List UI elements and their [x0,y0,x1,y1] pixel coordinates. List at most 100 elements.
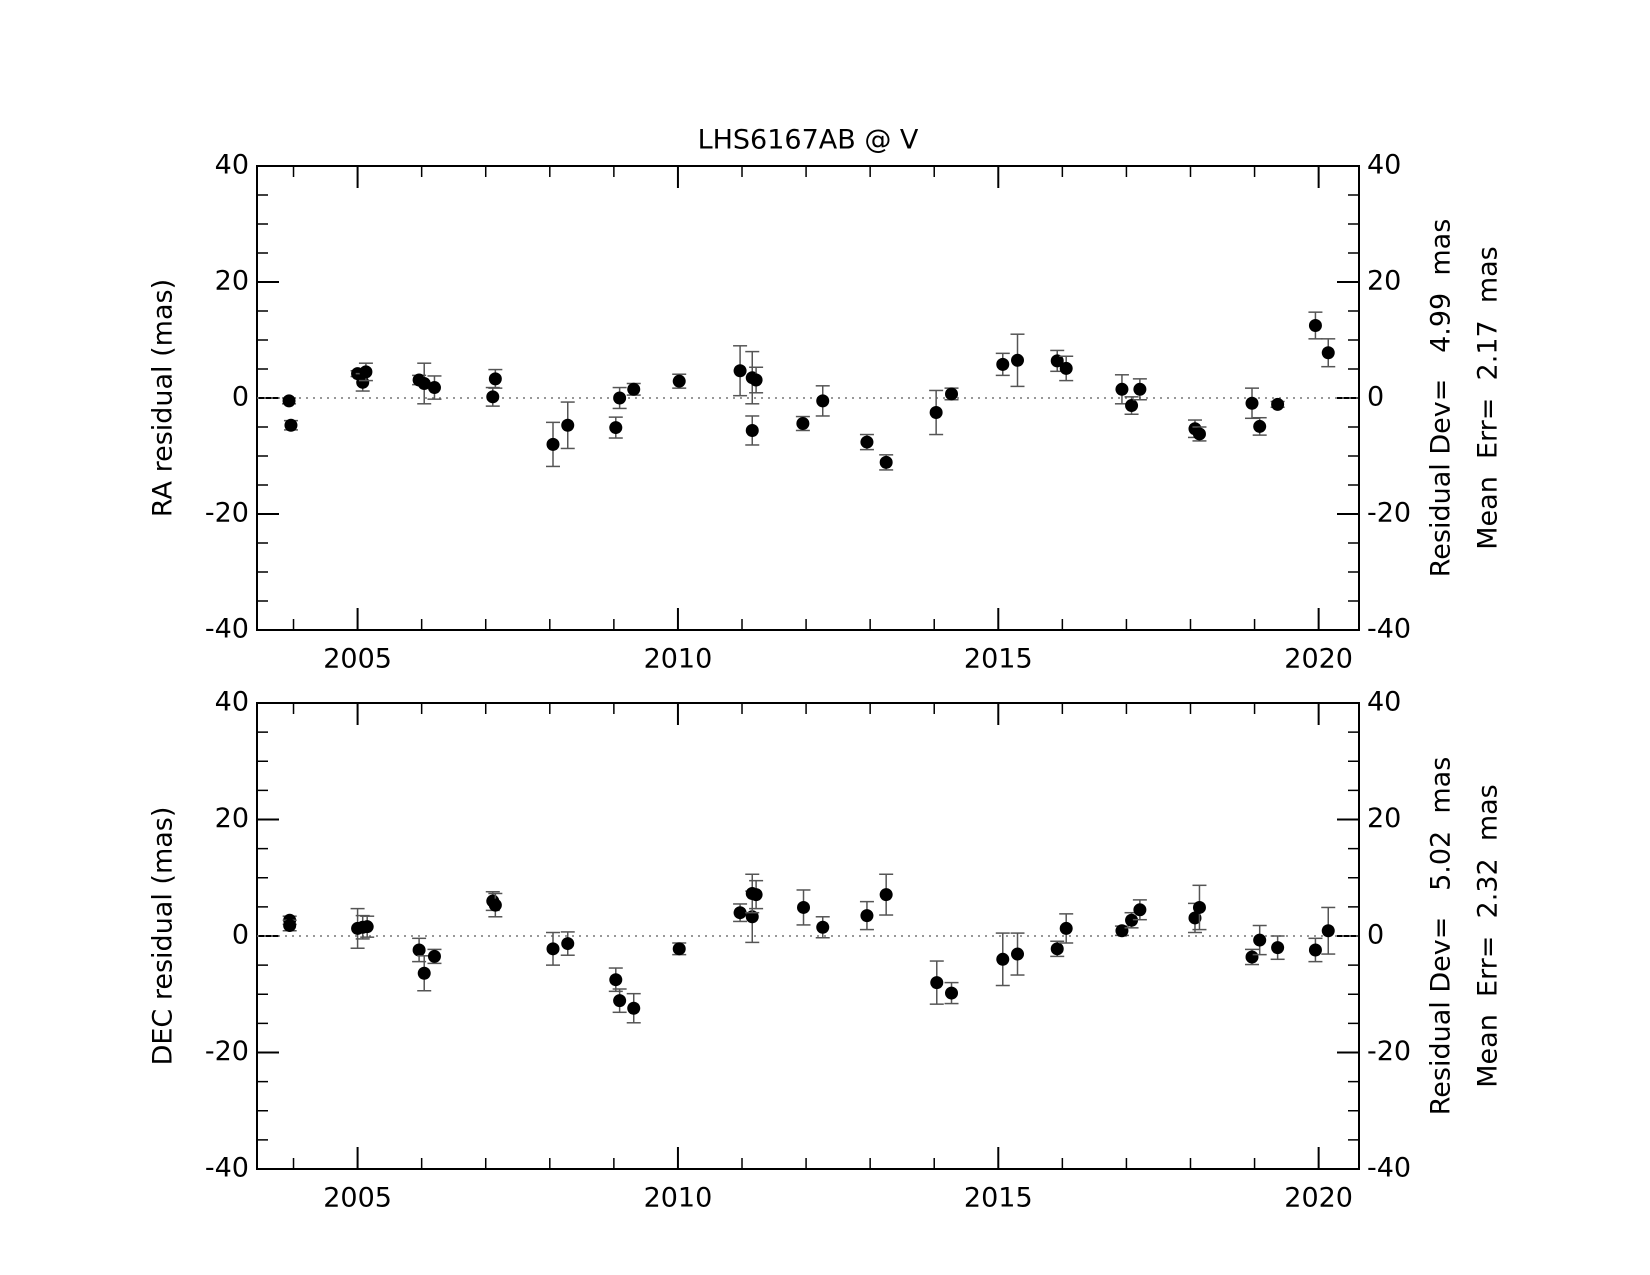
y-tick-label: -40 [205,614,249,645]
x-tick-label: 2015 [964,1183,1033,1214]
point [1321,346,1335,360]
y-tick-label: -20 [205,498,249,529]
point [816,920,830,934]
point [613,391,627,405]
point [745,910,759,924]
point [733,906,747,920]
y2-tick-label: -40 [1367,614,1411,645]
point [488,898,502,912]
annotation: Residual Dev= 5.02 mas [1426,757,1457,1116]
point [284,418,298,432]
point [1192,900,1206,914]
x-tick-label: 2020 [1284,1183,1353,1214]
y2-tick-label: 40 [1367,150,1401,181]
point [1011,947,1025,961]
point [488,372,502,386]
point [1308,943,1322,957]
point [609,973,623,987]
point [1271,941,1285,955]
point [486,390,500,404]
point [879,888,893,902]
y2-tick-label: 0 [1367,382,1384,413]
y-tick-label: -40 [205,1153,249,1184]
point [627,1001,641,1015]
point [749,373,763,387]
point [609,421,623,435]
y2-tick-label: 40 [1367,687,1401,718]
point [417,377,431,390]
x-tick-label: 2020 [1284,644,1353,675]
point [1308,319,1322,332]
point [1133,382,1147,396]
x-tick-label: 2005 [323,1183,392,1214]
point [879,455,893,469]
point [359,365,373,379]
point [996,357,1010,371]
point [796,417,810,431]
y-tick-label: 40 [215,687,249,718]
point [1125,399,1139,413]
point [945,387,959,401]
y-axis-label: RA residual (mas) [148,279,179,517]
point [1188,911,1202,925]
y2-tick-label: 20 [1367,803,1401,834]
y-tick-label: 0 [232,382,249,413]
point [1321,924,1335,938]
annotation: Residual Dev= 4.99 mas [1426,219,1457,578]
y2-tick-label: 0 [1367,920,1384,951]
point [561,418,575,432]
y-tick-label: 0 [232,920,249,951]
point [733,364,747,378]
annotation: Mean Err= 2.32 mas [1473,784,1504,1088]
x-tick-label: 2010 [644,1183,713,1214]
y2-tick-label: -20 [1367,498,1411,529]
y-axis-label: DEC residual (mas) [148,807,179,1066]
point [860,435,874,449]
point [1059,921,1073,935]
point [283,919,297,933]
annotation: Mean Err= 2.17 mas [1473,246,1504,550]
point [797,900,811,914]
y-tick-label: 20 [215,266,249,297]
point [1011,353,1025,367]
y2-tick-label: -40 [1367,1153,1411,1184]
y-tick-label: -20 [205,1036,249,1067]
point [816,394,830,408]
point [996,952,1010,966]
point [360,920,374,934]
point [412,943,426,957]
point [427,949,441,963]
point [860,909,874,923]
point [1050,354,1064,368]
x-tick-label: 2010 [644,644,713,675]
point [546,942,560,956]
y2-tick-label: -20 [1367,1036,1411,1067]
point [1245,396,1259,410]
point [1245,950,1259,964]
point [546,437,560,451]
point [1115,924,1129,938]
point [1050,942,1064,956]
point [749,888,763,902]
point [1192,427,1206,441]
point [1115,382,1129,396]
chart-title: LHS6167AB @ V [698,125,919,156]
y-tick-label: 20 [215,803,249,834]
point [1253,419,1267,433]
point [672,942,686,956]
point [417,966,431,980]
point [929,406,943,419]
point [945,986,959,1000]
point [672,374,686,388]
point [745,423,759,437]
point [1059,361,1073,375]
point [1125,913,1139,927]
y-tick-label: 40 [215,150,249,181]
point [1133,903,1147,917]
point [930,976,944,990]
x-tick-label: 2005 [323,644,392,675]
point [427,381,441,395]
point [627,382,641,396]
